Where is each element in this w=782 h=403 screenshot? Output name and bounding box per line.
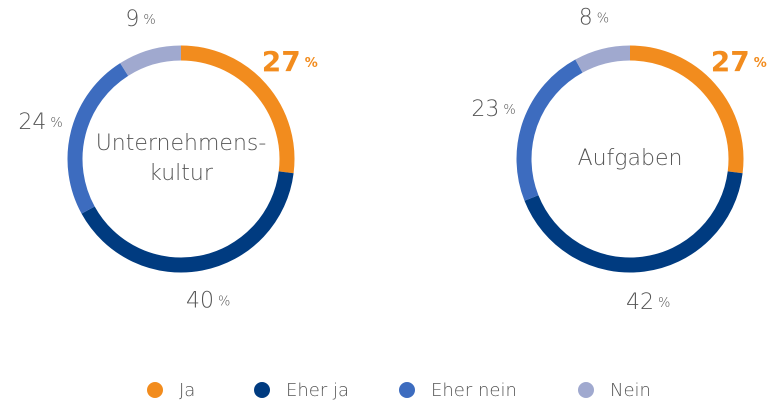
donut-slice [180,45,295,174]
value-label: 9% [125,7,155,32]
donut-slice [524,171,743,273]
legend-swatch [399,382,415,398]
value-unit: % [305,56,318,71]
value-number: 42 [626,290,654,315]
legend-label: Eher ja [286,380,349,401]
value-number: 27 [262,45,301,78]
legend-swatch [254,382,270,398]
value-number: 24 [18,110,46,135]
value-label: 23% [471,97,515,122]
value-label: 27% [711,45,767,78]
value-unit: % [50,115,62,130]
donut-slice [67,63,129,214]
donut-slice [81,171,294,273]
legend-label: Ja [179,380,195,401]
value-label: 24% [18,110,62,135]
value-unit: % [597,11,609,26]
value-unit: % [143,12,155,27]
value-label: 42% [626,290,670,315]
legend-swatch [578,382,594,398]
value-number: 27 [711,45,750,78]
donut-center-label: Aufgaben [578,146,683,171]
donut-slice [575,45,631,73]
donut-slice [120,45,182,76]
donut-slice [516,59,583,201]
donut-slice [629,45,744,174]
value-label: 27% [262,45,318,78]
value-number: 23 [471,97,499,122]
value-number: 9 [125,7,139,32]
value-unit: % [754,56,767,71]
value-unit: % [658,295,670,310]
value-number: 8 [579,6,593,31]
value-label: 40% [186,288,230,313]
donut-center-label: kultur [149,161,214,186]
legend-label: Eher nein [431,380,517,401]
value-unit: % [503,102,515,117]
legend-swatch [147,382,163,398]
donut-center-label: Unternehmens- [96,131,267,156]
value-number: 40 [186,288,214,313]
value-label: 8% [579,6,609,31]
value-unit: % [218,294,230,309]
legend-label: Nein [610,380,651,401]
